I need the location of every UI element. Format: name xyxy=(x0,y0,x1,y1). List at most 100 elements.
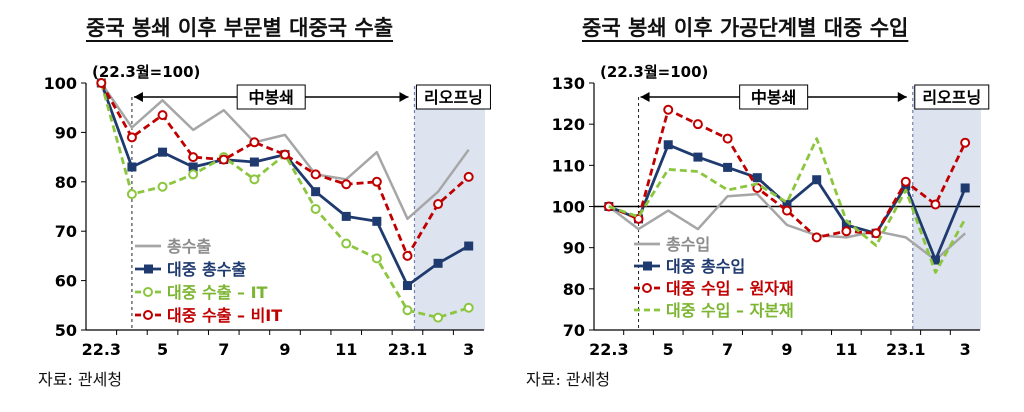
data-point-red xyxy=(218,154,229,165)
legend-label: 대중 수출 – IT xyxy=(167,283,268,302)
data-point-navy xyxy=(752,173,762,183)
y-tick-label: 70 xyxy=(563,321,585,340)
y-tick-label: 110 xyxy=(552,156,585,175)
reopening-band xyxy=(414,86,485,330)
y-tick-label: 100 xyxy=(552,198,585,217)
data-point-green xyxy=(249,174,260,185)
x-tick-label: 23.1 xyxy=(886,340,925,359)
data-point-red xyxy=(310,169,321,180)
lockdown-label-box xyxy=(739,84,809,110)
x-tick-label: 7 xyxy=(218,340,229,359)
data-point-navy xyxy=(960,183,970,193)
data-point-green xyxy=(126,189,137,200)
y-tick-label: 130 xyxy=(552,74,585,93)
x-tick-label: 9 xyxy=(279,340,290,359)
x-tick-label: 3 xyxy=(960,340,971,359)
series-line-navy xyxy=(99,82,470,287)
y-tick-label: 70 xyxy=(55,222,77,241)
legend-label: 총수입 xyxy=(666,235,710,254)
y-tick-label: 50 xyxy=(55,321,77,340)
data-point-green xyxy=(402,305,413,316)
x-tick-label: 5 xyxy=(157,340,168,359)
legend-label: 대중 총수입 xyxy=(666,257,745,276)
x-tick-label: 9 xyxy=(781,340,792,359)
lockdown-arrow-head-left xyxy=(640,92,650,102)
x-tick-label: 23.1 xyxy=(388,340,427,359)
legend-marker xyxy=(143,287,153,297)
x-tick-label: 22.3 xyxy=(82,340,121,359)
y-tick-label: 100 xyxy=(44,74,77,93)
export-chart-panel: 중국 봉쇄 이후 부문별 대중국 수출 50 60 70 80 90 100 22.3 5 7 9… xyxy=(38,16,491,389)
data-point-red xyxy=(280,149,290,160)
lockdown-arrow-head-right xyxy=(399,92,409,102)
data-point-red xyxy=(402,250,413,261)
series-line-gray xyxy=(100,82,470,221)
data-point-navy xyxy=(433,258,443,268)
unit-note: (22.3월=100) xyxy=(92,63,200,81)
reopening-label-box xyxy=(415,84,491,110)
lockdown-arrow-head-left xyxy=(133,92,143,102)
data-point-red xyxy=(341,179,352,190)
data-point-navy xyxy=(782,199,792,209)
data-point-red xyxy=(371,176,382,187)
data-point-green xyxy=(188,169,199,180)
data-point-navy xyxy=(693,152,703,162)
legend-marker xyxy=(143,310,153,320)
x-tick-label: 11 xyxy=(335,340,357,359)
x-tick-label: 11 xyxy=(835,340,857,359)
reopening-label: 리오프닝 xyxy=(424,88,483,107)
import-line-chart: 70 80 90 100 110 120 130 22.3 5 7 9 11 23.1 3 (22.3월=1… xyxy=(552,63,990,359)
lockdown-arrow-head-right xyxy=(897,92,907,102)
data-point-red xyxy=(188,152,199,163)
data-point-red xyxy=(692,119,703,130)
data-point-red xyxy=(871,228,882,239)
data-point-red xyxy=(811,232,822,243)
data-point-navy xyxy=(372,216,382,226)
data-point-red xyxy=(722,133,733,144)
data-point-green xyxy=(463,302,474,313)
y-tick-label: 80 xyxy=(55,173,77,192)
import-chart-panel: 중국 봉쇄 이후 가공단계별 대중 수입 70 80 90 100 110 120 130 2… xyxy=(512,0,1024,412)
series-line-green xyxy=(608,137,967,274)
data-point-red xyxy=(463,171,474,182)
data-point-red xyxy=(433,199,444,210)
series-line-red xyxy=(608,108,967,239)
data-point-navy xyxy=(723,162,733,172)
source-note: 자료: 관세청 xyxy=(38,370,123,389)
y-tick-label: 120 xyxy=(552,115,585,134)
x-tick-label: 22.3 xyxy=(589,340,628,359)
y-tick-label: 90 xyxy=(55,123,77,142)
x-tick-label: 3 xyxy=(463,340,474,359)
y-tick-label: 60 xyxy=(55,272,77,291)
chart-title: 중국 봉쇄 이후 가공단계별 대중 수입 xyxy=(582,16,909,40)
reopening-band xyxy=(912,86,981,330)
data-point-red xyxy=(960,137,971,148)
data-point-red xyxy=(930,199,941,210)
data-point-green xyxy=(433,312,444,323)
data-point-navy xyxy=(663,140,673,150)
legend-label: 대중 수입 – 자본재 xyxy=(666,301,794,320)
y-tick-label: 90 xyxy=(563,239,585,258)
data-point-navy xyxy=(188,162,198,172)
data-point-navy xyxy=(341,211,351,221)
series-line-gray xyxy=(608,192,967,262)
legend-marker xyxy=(642,283,652,293)
data-point-red xyxy=(782,205,792,216)
x-tick-label: 7 xyxy=(722,340,733,359)
legend-marker xyxy=(643,261,652,271)
data-point-red xyxy=(249,137,260,148)
export-line-chart: 50 60 70 80 90 100 22.3 5 7 9 11 23.1 3 (22.3월=100) 中봉… xyxy=(44,63,491,359)
data-point-green xyxy=(341,238,352,249)
x-tick-label: 5 xyxy=(663,340,674,359)
reopening-label-box xyxy=(914,84,990,110)
lockdown-label: 中봉쇄 xyxy=(751,88,796,107)
data-point-navy xyxy=(158,147,168,157)
legend-label: 대중 총수출 xyxy=(167,260,246,279)
source-note: 자료: 관세청 xyxy=(526,370,611,389)
data-point-red xyxy=(126,132,137,143)
data-point-navy xyxy=(812,175,822,185)
data-point-navy xyxy=(127,162,137,172)
data-point-red xyxy=(900,176,911,187)
data-point-green xyxy=(157,181,168,192)
data-point-green xyxy=(310,203,321,214)
